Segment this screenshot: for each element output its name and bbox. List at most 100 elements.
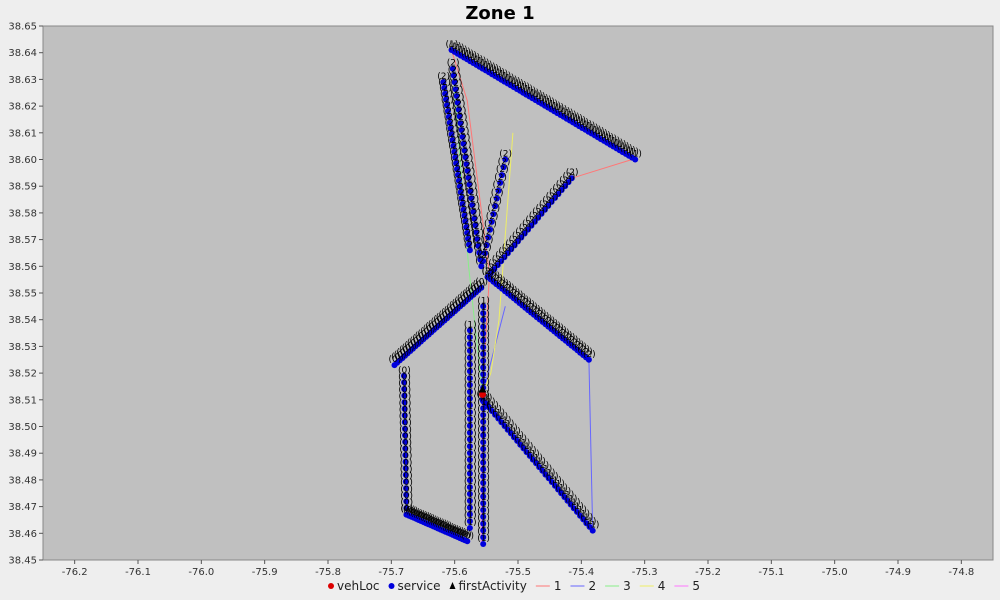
service-point bbox=[454, 166, 460, 173]
service-point-label: (2) bbox=[438, 78, 451, 88]
service-point bbox=[471, 215, 478, 222]
service-point-label: (1) bbox=[489, 405, 502, 415]
service-point-label: (1) bbox=[477, 453, 490, 463]
service-point-label: (1) bbox=[562, 491, 575, 501]
service-point bbox=[401, 386, 408, 392]
service-point-label: (0) bbox=[427, 516, 440, 526]
service-point bbox=[508, 246, 515, 253]
service-point-label: (0) bbox=[398, 372, 411, 382]
service-point-label: (2) bbox=[496, 165, 509, 175]
service-point bbox=[402, 452, 409, 459]
service-point-label: (0) bbox=[435, 520, 448, 530]
service-point-label: (1) bbox=[458, 48, 471, 58]
service-point bbox=[467, 188, 474, 195]
service-point bbox=[497, 179, 504, 186]
service-point bbox=[441, 84, 448, 91]
service-point bbox=[401, 412, 408, 419]
service-point-label: (2) bbox=[452, 165, 465, 175]
service-point bbox=[487, 226, 493, 233]
y-tick-label: 38.65 bbox=[8, 22, 37, 33]
service-point-label: (0) bbox=[399, 425, 412, 435]
service-point bbox=[402, 458, 409, 465]
service-point bbox=[632, 156, 639, 163]
service-point bbox=[442, 90, 449, 97]
service-point bbox=[480, 303, 487, 310]
service-point-label: (2) bbox=[509, 235, 522, 245]
service-point-label: (1) bbox=[477, 514, 490, 524]
service-point-label: (1) bbox=[477, 480, 490, 490]
service-point-label: (2) bbox=[464, 175, 477, 185]
service-point-label: (2) bbox=[536, 204, 549, 214]
service-point-label: (0) bbox=[391, 353, 404, 363]
service-point-label: (1) bbox=[536, 461, 549, 471]
service-point-label: (1) bbox=[477, 405, 490, 415]
service-point bbox=[465, 174, 472, 181]
service-point-label: (2) bbox=[447, 59, 460, 69]
service-point bbox=[466, 463, 473, 470]
service-point-label: (2) bbox=[465, 188, 478, 198]
service-point bbox=[589, 527, 596, 534]
legend-label: 2 bbox=[588, 579, 596, 593]
service-point-label: (1) bbox=[464, 348, 477, 358]
service-point-label: (2) bbox=[457, 200, 470, 210]
service-point bbox=[466, 395, 473, 402]
service-point-label: (2) bbox=[529, 212, 542, 222]
y-tick-label: 38.59 bbox=[8, 182, 37, 193]
service-point-label: (0) bbox=[460, 292, 473, 302]
service-point-label: (1) bbox=[565, 495, 578, 505]
service-point bbox=[457, 120, 464, 127]
service-point-label: (1) bbox=[533, 457, 546, 467]
service-point-label: (1) bbox=[464, 327, 477, 337]
service-point-label: (0) bbox=[465, 287, 478, 297]
service-point-label: (1) bbox=[530, 453, 543, 463]
service-point-label: (0) bbox=[410, 509, 423, 519]
service-point bbox=[464, 167, 471, 174]
service-point-label: (2) bbox=[482, 228, 495, 238]
service-point-label: (2) bbox=[453, 100, 466, 110]
service-point-label: (1) bbox=[477, 296, 490, 306]
service-point bbox=[490, 211, 497, 218]
service-point-label: (2) bbox=[494, 173, 507, 183]
service-point bbox=[531, 218, 538, 225]
service-point-label: (2) bbox=[444, 113, 457, 123]
service-point-label: (0) bbox=[475, 278, 488, 288]
x-tick-label: -75.8 bbox=[315, 567, 341, 578]
service-point-label: (2) bbox=[459, 141, 472, 151]
service-point-label: (1) bbox=[464, 409, 477, 419]
service-point-label: (1) bbox=[571, 502, 584, 512]
x-tick-label: -76.2 bbox=[62, 567, 88, 578]
legend-symbol-firstActivity bbox=[449, 582, 456, 589]
service-point-label: (1) bbox=[555, 483, 568, 493]
service-point bbox=[449, 137, 456, 144]
service-point-label: (2) bbox=[502, 243, 515, 253]
service-point-label: (0) bbox=[422, 514, 435, 524]
y-tick-label: 38.51 bbox=[8, 395, 37, 406]
service-point-label: (2) bbox=[508, 288, 521, 298]
service-point bbox=[452, 86, 459, 93]
service-point-label: (2) bbox=[546, 192, 559, 202]
service-point-label: (1) bbox=[517, 83, 530, 93]
service-point bbox=[466, 504, 473, 511]
service-point-label: (2) bbox=[482, 267, 495, 277]
service-point-label: (0) bbox=[399, 419, 412, 429]
service-point bbox=[480, 337, 487, 344]
y-tick-label: 38.61 bbox=[8, 128, 37, 139]
x-axis: -76.2 -76.1 -76.0 -75.9 -75.8 -75.7 -75.6 -75.5… bbox=[62, 560, 974, 578]
service-point-label: (0) bbox=[399, 399, 412, 409]
service-point-label: (1) bbox=[477, 534, 490, 544]
service-point-label: (1) bbox=[464, 416, 477, 426]
y-tick-label: 38.64 bbox=[8, 48, 37, 59]
service-point-label: (2) bbox=[531, 307, 544, 317]
service-point-label: (2) bbox=[456, 188, 469, 198]
service-point-label: (1) bbox=[464, 470, 477, 480]
service-point-label: (2) bbox=[571, 340, 584, 350]
service-point-label: (2) bbox=[445, 119, 458, 129]
service-point-label: (0) bbox=[461, 531, 474, 541]
service-point-label: (1) bbox=[464, 504, 477, 514]
service-point-label: (2) bbox=[519, 298, 532, 308]
service-point-label: (0) bbox=[431, 318, 444, 328]
service-point bbox=[402, 445, 409, 452]
service-point bbox=[466, 429, 473, 436]
service-point-label: (1) bbox=[477, 520, 490, 530]
